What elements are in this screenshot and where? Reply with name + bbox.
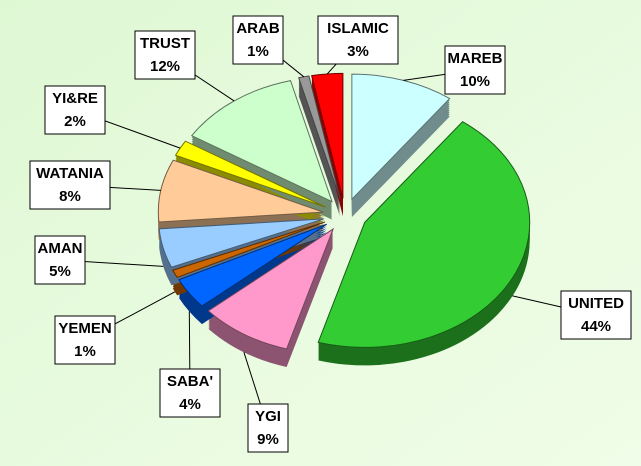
slice [172,221,326,279]
value-label: 1% [247,43,269,60]
value-label: 9% [257,431,279,448]
slice-side [298,86,341,209]
slice-side [298,82,341,205]
label-box [232,15,284,65]
slice-side [298,92,341,215]
label-box [560,290,632,340]
slice [158,218,324,268]
label-box [444,45,506,95]
value-label: 4% [179,396,201,413]
value-label: 44% [581,318,611,335]
category-label: SABA' [167,373,213,390]
label-box [29,160,111,210]
label-box [159,368,221,418]
slice [311,72,344,199]
category-label: UNITED [568,295,624,312]
slice [298,75,341,199]
category-label: YGI [255,408,281,425]
category-label: WATANIA [36,165,104,182]
label-box [247,403,289,453]
slice-side [298,90,341,213]
slice-side [298,84,341,207]
label-box [34,235,86,285]
value-label: 5% [49,263,71,280]
slice [174,140,326,208]
category-label: YEMEN [58,320,111,337]
slice [317,121,531,348]
value-label: 2% [64,113,86,130]
value-label: 3% [347,43,369,60]
category-label: MAREB [448,50,503,67]
category-label: ARAB [236,20,279,37]
value-label: 12% [150,58,180,75]
category-label: TRUST [140,35,190,52]
category-label: AMAN [38,240,83,257]
slice-side [298,80,341,203]
label-box [54,315,116,365]
value-label: 1% [74,343,96,360]
slice [178,223,327,307]
slice-side [298,94,341,217]
slice [207,227,335,350]
label-box [134,30,196,80]
slice-side [298,88,341,211]
category-label: YI&RE [52,90,98,107]
category-label: ISLAMIC [327,20,389,37]
label-box [44,85,106,135]
label-box [317,15,399,65]
value-label: 10% [460,73,490,90]
value-label: 8% [59,188,81,205]
